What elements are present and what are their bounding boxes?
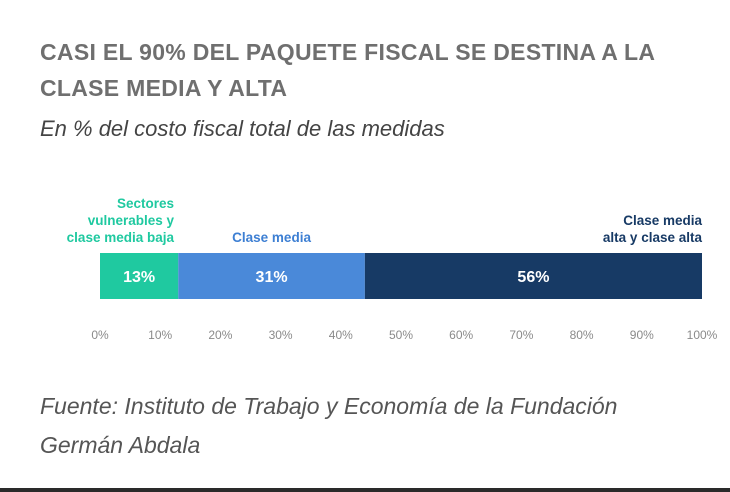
segment-category-label-3: Clase media [623, 213, 702, 228]
bar-segment-1 [100, 253, 179, 299]
x-axis-ticks: 0% 10% 20% 30% 40% 50% 60% 70% 80% 90% 100% [91, 328, 717, 342]
segment-category-label-2: Clase media [232, 230, 311, 245]
bottom-divider [0, 488, 730, 492]
x-tick-label: 90% [630, 328, 654, 342]
segment-category-label-1: vulnerables y [88, 213, 175, 228]
stacked-bar-chart: 13% Sectores vulnerables y clase media baja… [67, 196, 718, 342]
x-tick-label: 10% [148, 328, 172, 342]
chart-subtitle: En % del costo fiscal total de las medid… [40, 116, 445, 141]
chart-title: CASI EL 90% DEL PAQUETE FISCAL SE DESTIN… [40, 39, 655, 101]
x-tick-label: 30% [269, 328, 293, 342]
segment-category-label-1: Sectores [117, 196, 174, 211]
bar-segments: 13% Sectores vulnerables y clase media baja… [67, 196, 703, 299]
x-tick-label: 50% [389, 328, 413, 342]
data-label-2: 31% [256, 269, 288, 286]
x-tick-label: 80% [570, 328, 594, 342]
source-note: Fuente: Instituto de Trabajo y Economía … [40, 393, 618, 458]
bar-segment-3 [364, 253, 702, 299]
data-label-3: 56% [517, 269, 549, 286]
segment-category-label-1: clase media baja [67, 230, 175, 245]
x-tick-label: 100% [687, 328, 718, 342]
x-tick-label: 60% [449, 328, 473, 342]
x-tick-label: 0% [91, 328, 109, 342]
x-tick-label: 40% [329, 328, 353, 342]
segment-category-label-3: alta y clase alta [603, 230, 703, 245]
data-label-1: 13% [123, 269, 155, 286]
x-tick-label: 20% [208, 328, 232, 342]
bar-segment-2 [178, 253, 365, 299]
x-tick-label: 70% [509, 328, 533, 342]
